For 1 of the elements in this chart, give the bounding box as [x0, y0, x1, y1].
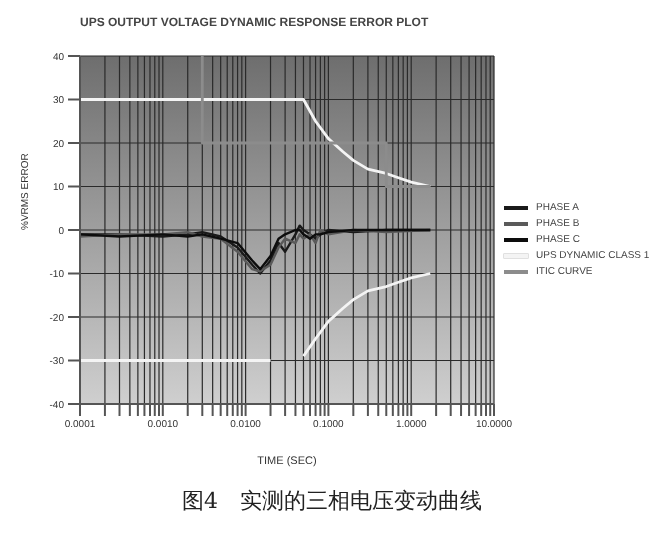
caption: 图4 实测的三相电压变动曲线 — [180, 486, 484, 516]
